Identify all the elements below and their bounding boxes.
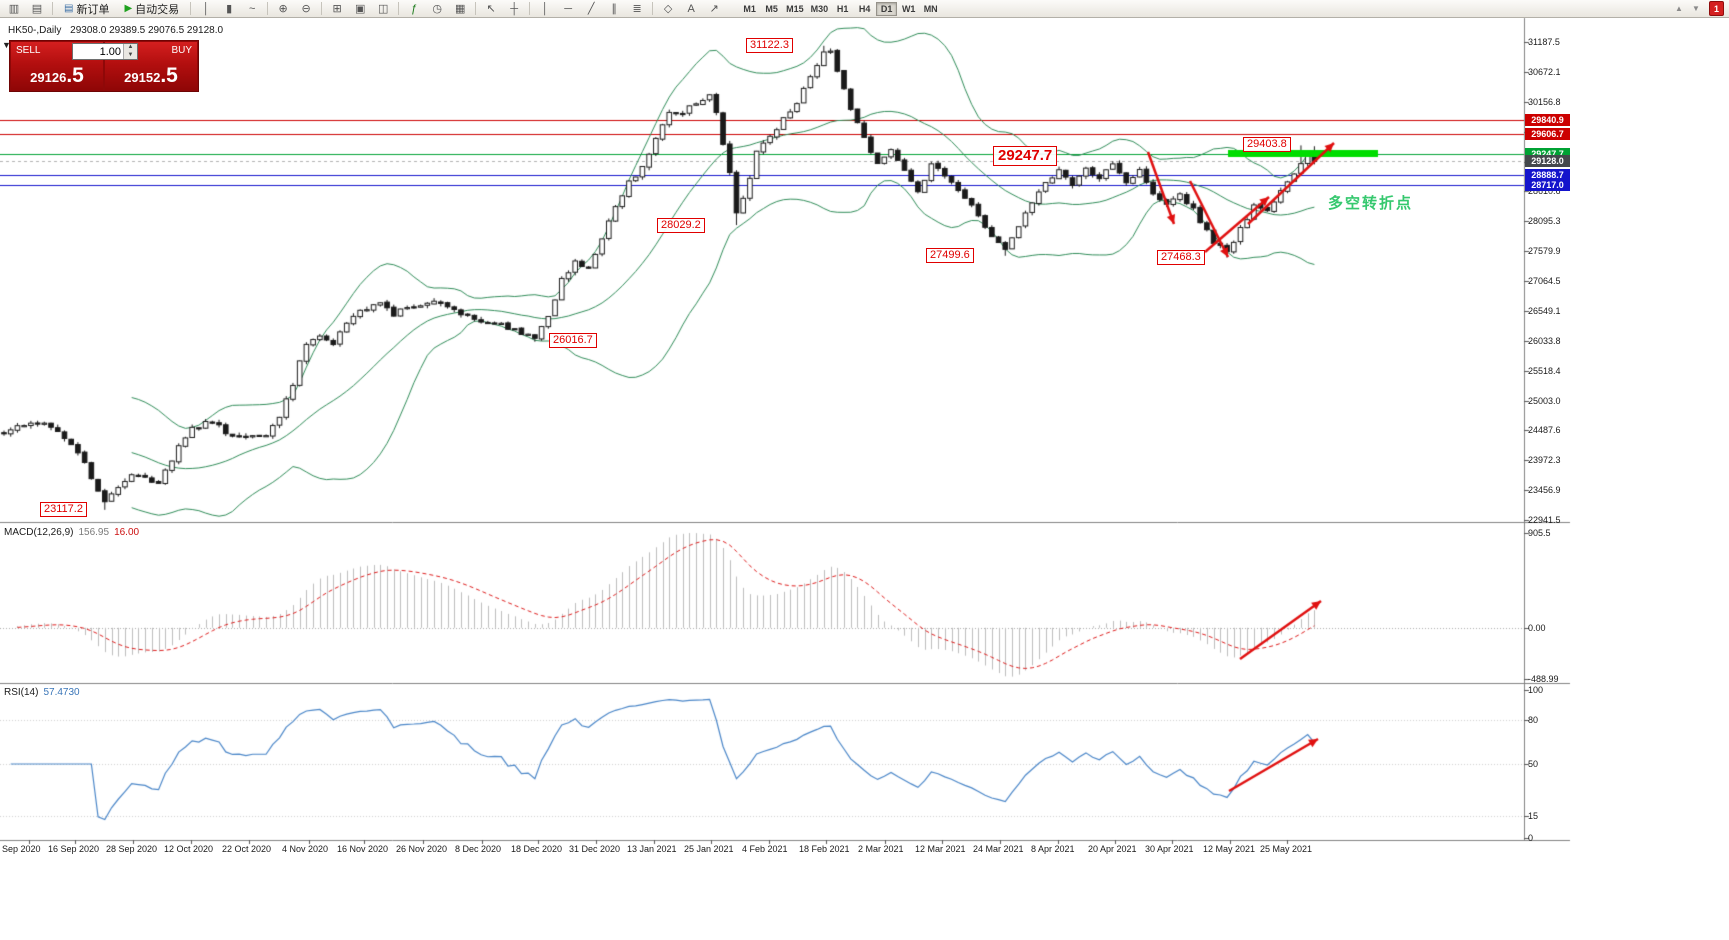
macd-pane-label: MACD(12,26,9) 156.95 16.00 bbox=[4, 527, 140, 538]
timeframe-m5[interactable]: M5 bbox=[761, 2, 782, 16]
price-annotation[interactable]: 27499.6 bbox=[926, 248, 974, 263]
arrows-icon[interactable]: ↗ bbox=[709, 3, 719, 15]
volume-input[interactable] bbox=[73, 45, 123, 58]
buy-button[interactable]: BUY 29152.5 bbox=[105, 42, 197, 90]
chart-note-text[interactable]: 多空转折点 bbox=[1328, 195, 1414, 212]
text-label-icon[interactable]: A bbox=[687, 2, 695, 15]
toolbar-groups: ▥ ▤ ▤ 新订单 ▶ 自动交易 │ ▮ ~ ⊕ ⊖ ⊞ ▣ ◫ ƒ ◷ ▦ ↖ ┼ │ ─ ╱ ∥ ≣ ◇ A ↗ bbox=[3, 0, 725, 17]
timeframe-d1[interactable]: D1 bbox=[876, 1, 898, 16]
new-order-button[interactable]: ▤ 新订单 bbox=[57, 1, 116, 16]
toolbar-separator bbox=[52, 2, 53, 15]
periods-icon[interactable]: ◷ bbox=[432, 3, 442, 15]
chart-title: HK50-,Daily 29308.0 29389.5 29076.5 2912… bbox=[8, 25, 223, 36]
profiles-icon[interactable]: ▤ bbox=[31, 3, 43, 15]
one-click-trading-panel: SELL 29126.5 ▲▼ BUY 29152.5 bbox=[9, 40, 199, 92]
templates-icon[interactable]: ▦ bbox=[454, 3, 466, 15]
toolbar-separator bbox=[475, 2, 477, 15]
indicators-icon[interactable]: ƒ bbox=[411, 2, 418, 15]
chart-symbol-period: HK50-,Daily bbox=[8, 25, 62, 36]
volume-up-icon[interactable]: ▲ bbox=[123, 44, 137, 52]
new-order-button-label: 新订单 bbox=[76, 3, 110, 16]
bar-chart-icon[interactable]: │ bbox=[202, 2, 210, 15]
timeframe-m30[interactable]: M30 bbox=[808, 2, 832, 16]
line-chart-icon[interactable]: ~ bbox=[248, 2, 256, 15]
toolbar-separator bbox=[267, 2, 269, 15]
new-chart-icon[interactable]: ▥ bbox=[8, 3, 20, 15]
toolbar-separator bbox=[398, 2, 400, 15]
buy-label: BUY bbox=[171, 45, 192, 56]
toolbar-right: ▲ ▼ 1 bbox=[1675, 1, 1726, 16]
shapes-icon[interactable]: ◇ bbox=[663, 3, 673, 15]
sell-price: 29126.5 bbox=[30, 64, 84, 87]
toolbar-separator bbox=[190, 2, 192, 15]
zoom-out-icon[interactable]: ⊖ bbox=[301, 3, 311, 15]
fibonacci-icon[interactable]: ≣ bbox=[632, 3, 642, 15]
price-annotation[interactable]: 29247.7 bbox=[993, 146, 1058, 166]
candlestick-chart-icon[interactable]: ▮ bbox=[226, 3, 233, 15]
price-annotation[interactable]: 23117.2 bbox=[40, 502, 87, 517]
price-annotation[interactable]: 28029.2 bbox=[657, 218, 705, 233]
toolbar: ▥ ▤ ▤ 新订单 ▶ 自动交易 │ ▮ ~ ⊕ ⊖ ⊞ ▣ ◫ ƒ ◷ ▦ ↖ ┼ │ ─ ╱ ∥ ≣ ◇ A ↗ M1 M5 M15… bbox=[0, 0, 1729, 18]
timeframe-m15[interactable]: M15 bbox=[783, 2, 807, 16]
navigator-icon[interactable]: ◫ bbox=[377, 3, 389, 15]
vertical-line-icon[interactable]: │ bbox=[541, 2, 549, 15]
auto-trading-icon: ▶ bbox=[124, 3, 133, 14]
trendline-icon[interactable]: ╱ bbox=[587, 3, 595, 15]
data-window-icon[interactable]: ▣ bbox=[354, 3, 366, 15]
equidistant-channel-icon[interactable]: ∥ bbox=[611, 3, 617, 15]
one-click-collapse-icon[interactable]: ▼ bbox=[2, 40, 11, 50]
cursor-icon[interactable]: ↖ bbox=[486, 3, 496, 15]
price-annotation[interactable]: 27468.3 bbox=[1157, 250, 1205, 265]
timeframe-mn[interactable]: MN bbox=[920, 2, 941, 16]
zoom-in-icon[interactable]: ⊕ bbox=[278, 3, 288, 15]
toolbar-separator bbox=[529, 2, 531, 15]
price-annotation[interactable]: 26016.7 bbox=[549, 333, 597, 348]
price-annotation[interactable]: 31122.3 bbox=[746, 38, 793, 53]
scroll-up-icon[interactable]: ▲ bbox=[1675, 4, 1683, 13]
toolbar-separator bbox=[321, 2, 323, 15]
price-annotation[interactable]: 29403.8 bbox=[1243, 137, 1291, 152]
toolbar-separator bbox=[652, 2, 654, 15]
scroll-down-icon[interactable]: ▼ bbox=[1692, 4, 1700, 13]
crosshair-icon[interactable]: ┼ bbox=[510, 2, 519, 15]
notification-badge[interactable]: 1 bbox=[1709, 1, 1724, 16]
timeframe-h1[interactable]: H1 bbox=[832, 2, 853, 16]
auto-trading-button[interactable]: ▶ 自动交易 bbox=[117, 1, 186, 16]
new-order-icon: ▤ bbox=[64, 3, 74, 14]
rsi-pane-label: RSI(14) 57.4730 bbox=[4, 687, 80, 698]
timeframe-bar: M1 M5 M15 M30 H1 H4 D1 W1 MN bbox=[739, 1, 941, 16]
buy-price: 29152.5 bbox=[124, 64, 178, 87]
volume-box: ▲▼ bbox=[72, 43, 138, 60]
volume-down-icon[interactable]: ▼ bbox=[123, 51, 137, 59]
horizontal-line-icon[interactable]: ─ bbox=[564, 2, 573, 15]
auto-trading-button-label: 自动交易 bbox=[135, 3, 180, 16]
volume-spinner: ▲ ▼ bbox=[123, 44, 137, 59]
timeframe-h4[interactable]: H4 bbox=[854, 2, 875, 16]
timeframe-m1[interactable]: M1 bbox=[739, 2, 760, 16]
timeframe-w1[interactable]: W1 bbox=[898, 2, 919, 16]
sell-label: SELL bbox=[16, 45, 41, 56]
chart-ohlc: 29308.0 29389.5 29076.5 29128.0 bbox=[70, 25, 224, 36]
tile-windows-icon[interactable]: ⊞ bbox=[332, 3, 342, 15]
